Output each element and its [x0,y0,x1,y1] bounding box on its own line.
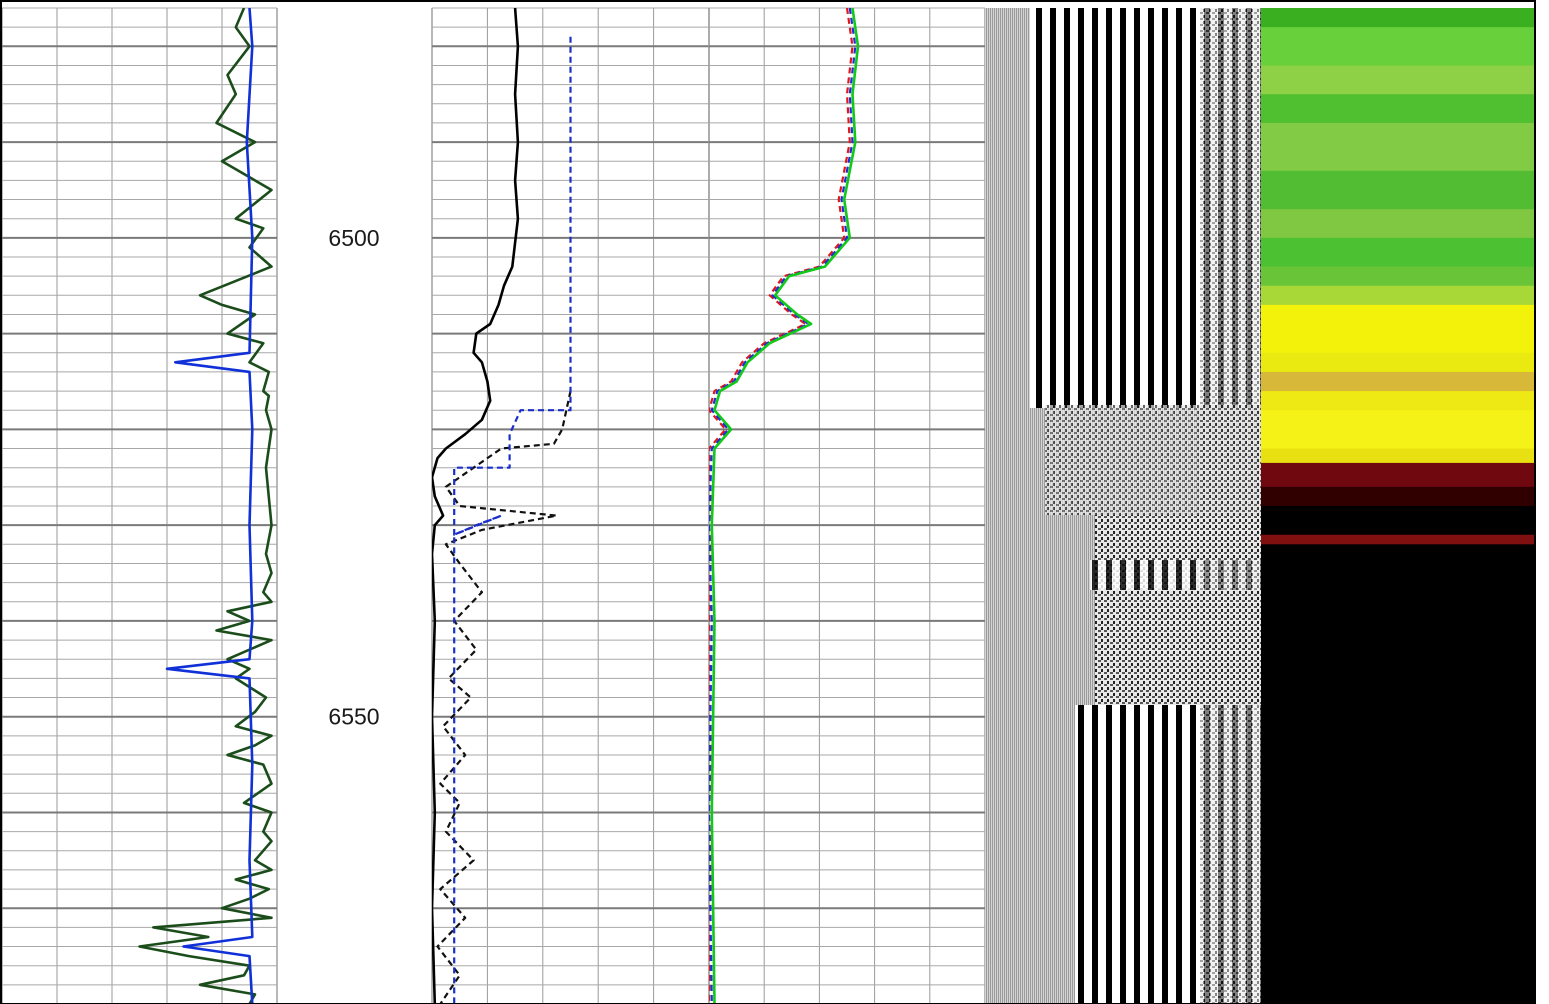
track-3-curve-1 [436,390,572,1004]
track-4-curve-1 [709,8,857,1004]
track-1-curve-0 [138,8,273,1004]
image-color-band [1261,448,1536,464]
image-color-band [1261,391,1536,412]
track-3-curves [432,8,572,1004]
image-color-band [1261,27,1536,67]
image-color-band [1261,486,1536,507]
image-color-band [1261,462,1536,488]
image-color-band [1261,8,1536,29]
track-1-curves [138,8,273,1004]
image-track [1261,8,1536,1004]
waveform-vdl-track [985,8,1261,1004]
track-grid [1,7,986,1004]
image-color-band [1261,410,1536,450]
track-4-curve-2 [710,8,860,1004]
image-color-band [1261,237,1536,268]
image-color-band [1261,352,1536,373]
track-3-curve-2 [453,36,572,1004]
depth-tick-label: 6550 [328,704,379,730]
track-4-curves [709,8,860,1004]
image-color-band [1261,529,1536,536]
image-color-band [1261,506,1536,531]
image-color-band [1261,534,1536,546]
image-color-band [1261,65,1536,96]
image-color-band [1261,170,1536,211]
image-color-band [1261,209,1536,239]
image-color-band [1261,122,1536,172]
track-3-curve-0 [432,8,520,1004]
depth-labels: 6500 6550 [328,225,379,730]
depth-tick-label: 6500 [328,225,379,251]
image-color-band [1261,266,1536,287]
track-1-curve-1 [165,8,254,1004]
image-color-band [1261,544,1536,1004]
image-color-band [1261,371,1536,393]
image-color-band [1261,304,1536,354]
image-color-band [1261,94,1536,124]
image-color-band [1261,285,1536,306]
